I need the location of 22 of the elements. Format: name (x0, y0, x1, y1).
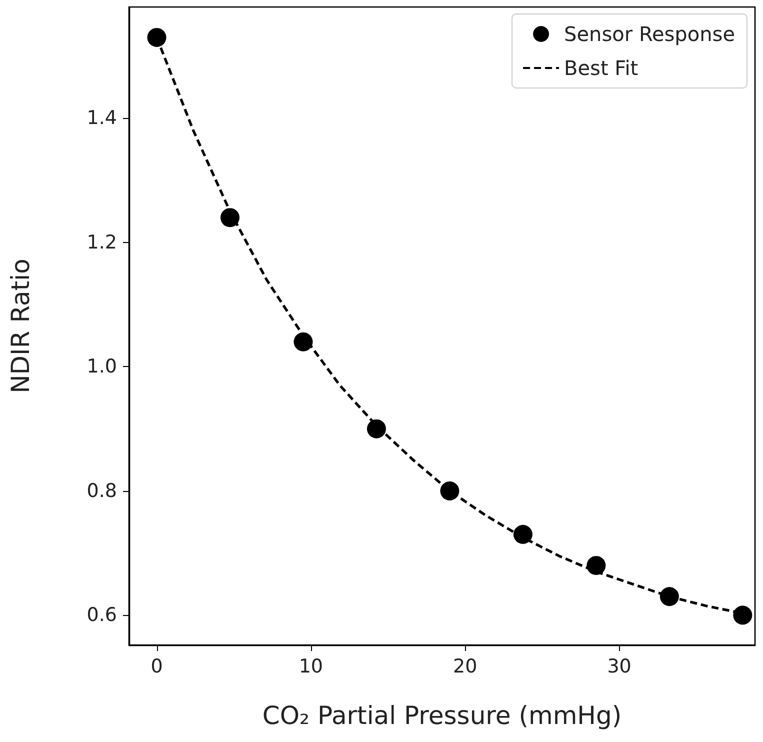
y-tick-label: 1.2 (86, 231, 117, 254)
point (440, 481, 460, 500)
y-tick-label: 0.8 (86, 480, 117, 502)
x-tick-label: 30 (607, 656, 632, 678)
y-axis-title: NDIR Ratio (6, 258, 35, 394)
legend-label: Sensor Response (564, 22, 735, 46)
x-tick-label: 0 (150, 656, 163, 678)
point (733, 606, 752, 625)
y-tick-label: 1.0 (86, 356, 117, 378)
point (220, 208, 240, 228)
y-tick-label: 1.4 (86, 107, 117, 130)
x-tick-label: 20 (453, 656, 478, 678)
point (294, 332, 313, 352)
legend-label: Best Fit (564, 56, 638, 80)
y-tick-label: 0.6 (86, 604, 117, 626)
point (586, 556, 606, 575)
x-axis-title: CO₂ Partial Pressure (mmHg) (262, 701, 622, 730)
x-tick-label: 10 (298, 656, 324, 678)
point (513, 524, 532, 544)
point (147, 28, 166, 47)
point (660, 587, 679, 606)
point (366, 419, 386, 438)
